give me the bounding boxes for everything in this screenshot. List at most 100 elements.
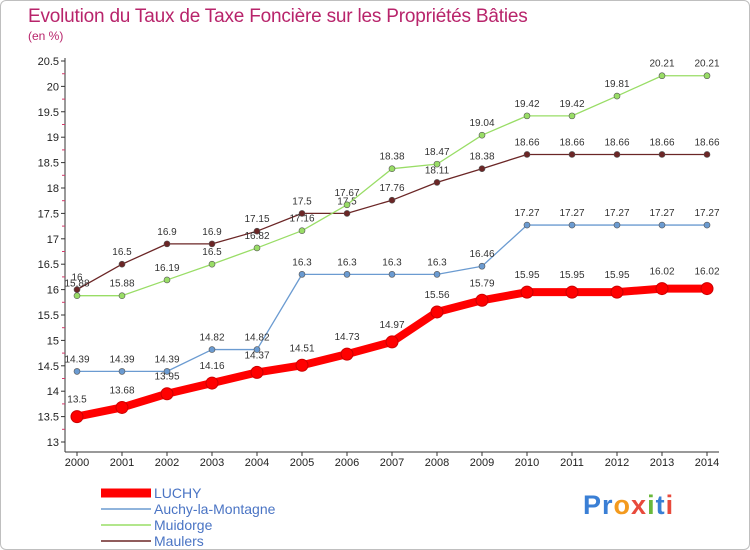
data-point bbox=[118, 292, 126, 299]
x-tick-label: 2013 bbox=[650, 457, 674, 469]
data-point bbox=[658, 72, 666, 80]
data-point bbox=[208, 260, 216, 268]
data-point bbox=[160, 387, 174, 401]
data-label: 14.97 bbox=[379, 320, 404, 331]
data-label: 14.39 bbox=[154, 354, 179, 365]
data-label: 17.67 bbox=[334, 188, 359, 199]
data-point bbox=[208, 346, 216, 353]
data-label: 17.27 bbox=[694, 208, 719, 219]
data-point bbox=[343, 210, 351, 217]
data-label: 18.38 bbox=[469, 152, 494, 163]
data-point bbox=[70, 410, 84, 424]
data-label: 15.56 bbox=[424, 290, 449, 301]
data-label: 16.46 bbox=[469, 249, 494, 260]
x-tick-label: 2012 bbox=[605, 457, 629, 469]
data-point bbox=[433, 160, 441, 168]
x-tick-label: 2009 bbox=[470, 457, 494, 469]
legend-label: Auchy-la-Montagne bbox=[154, 501, 276, 517]
data-point bbox=[343, 201, 351, 209]
data-label: 16.5 bbox=[202, 247, 222, 258]
y-tick-label: 13 bbox=[47, 437, 59, 449]
data-point bbox=[340, 347, 354, 361]
data-point bbox=[478, 262, 486, 270]
data-point bbox=[298, 271, 306, 278]
data-label: 14.82 bbox=[244, 333, 269, 344]
x-tick-label: 2001 bbox=[110, 457, 134, 469]
data-label: 16.5 bbox=[112, 247, 132, 258]
data-label: 16.9 bbox=[202, 227, 222, 238]
data-point bbox=[613, 151, 621, 158]
y-tick-label: 20.5 bbox=[38, 56, 59, 68]
data-point bbox=[565, 285, 579, 299]
data-point bbox=[520, 285, 534, 299]
data-label: 20.21 bbox=[694, 59, 719, 70]
y-tick-label: 14 bbox=[47, 386, 59, 398]
data-label: 20.21 bbox=[649, 59, 674, 70]
data-point bbox=[475, 293, 489, 307]
data-label: 14.82 bbox=[199, 333, 224, 344]
data-label: 16.3 bbox=[292, 257, 312, 268]
data-label: 16.82 bbox=[244, 231, 269, 242]
data-point bbox=[118, 260, 126, 268]
legend-label: Maulers bbox=[154, 533, 204, 549]
data-point bbox=[163, 368, 171, 375]
data-point bbox=[568, 221, 576, 229]
x-tick-label: 2005 bbox=[290, 457, 314, 469]
data-point bbox=[655, 282, 669, 296]
data-point bbox=[658, 151, 666, 158]
data-point bbox=[163, 240, 171, 248]
data-point bbox=[73, 368, 81, 375]
y-tick-label: 19 bbox=[47, 132, 59, 144]
data-label: 18.66 bbox=[604, 137, 629, 148]
x-tick-label: 2011 bbox=[560, 457, 584, 469]
data-label: 18.38 bbox=[379, 152, 404, 163]
data-point bbox=[388, 271, 396, 278]
data-label: 17.27 bbox=[649, 208, 674, 219]
data-point bbox=[385, 335, 399, 349]
data-label: 14.39 bbox=[109, 354, 134, 365]
series-line-auchy-la-montagne bbox=[77, 224, 707, 373]
logo-letter: i bbox=[647, 490, 656, 520]
data-label: 19.04 bbox=[469, 118, 494, 129]
data-point bbox=[523, 112, 531, 120]
data-label: 16.3 bbox=[337, 257, 357, 268]
logo-letter: P bbox=[583, 490, 603, 520]
data-label: 18.47 bbox=[424, 147, 449, 158]
data-point bbox=[298, 227, 306, 234]
x-tick-label: 2007 bbox=[380, 457, 404, 469]
data-label: 17.16 bbox=[289, 214, 314, 225]
data-label: 17.27 bbox=[604, 208, 629, 219]
data-label: 16.3 bbox=[427, 257, 447, 268]
data-point bbox=[430, 305, 444, 319]
y-tick-label: 18 bbox=[47, 183, 59, 195]
y-tick-label: 18.5 bbox=[38, 158, 59, 170]
legend-label: Muidorge bbox=[154, 517, 213, 533]
data-point bbox=[610, 285, 624, 299]
x-tick-label: 2002 bbox=[155, 457, 179, 469]
data-point bbox=[253, 227, 261, 235]
data-label: 13.5 bbox=[67, 395, 87, 406]
data-label: 14.39 bbox=[64, 354, 89, 365]
x-tick-label: 2000 bbox=[65, 457, 89, 469]
y-tick-label: 16.5 bbox=[38, 259, 59, 271]
x-tick-label: 2008 bbox=[425, 457, 449, 469]
legend-label: LUCHY bbox=[154, 485, 202, 501]
x-tick-label: 2004 bbox=[245, 457, 269, 469]
logo-letter: r bbox=[602, 490, 614, 520]
data-label: 14.51 bbox=[289, 343, 314, 354]
data-point bbox=[700, 282, 714, 296]
data-point bbox=[298, 210, 306, 217]
data-label: 16.3 bbox=[382, 257, 402, 268]
data-point bbox=[253, 346, 261, 353]
chart-title: Evolution du Taux de Taxe Foncière sur l… bbox=[28, 6, 528, 27]
y-tick-label: 17 bbox=[47, 234, 59, 246]
data-label: 18.66 bbox=[649, 137, 674, 148]
y-tick-label: 20 bbox=[47, 81, 59, 93]
data-point bbox=[163, 276, 171, 284]
y-tick-label: 14.5 bbox=[38, 361, 59, 373]
y-tick-label: 19.5 bbox=[38, 107, 59, 119]
data-point bbox=[295, 358, 309, 372]
data-label: 16.9 bbox=[157, 227, 177, 238]
data-point bbox=[208, 240, 216, 248]
logo-letter: t bbox=[655, 490, 666, 520]
